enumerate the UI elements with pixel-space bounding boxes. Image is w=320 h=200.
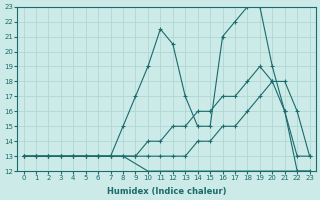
X-axis label: Humidex (Indice chaleur): Humidex (Indice chaleur) bbox=[107, 187, 226, 196]
